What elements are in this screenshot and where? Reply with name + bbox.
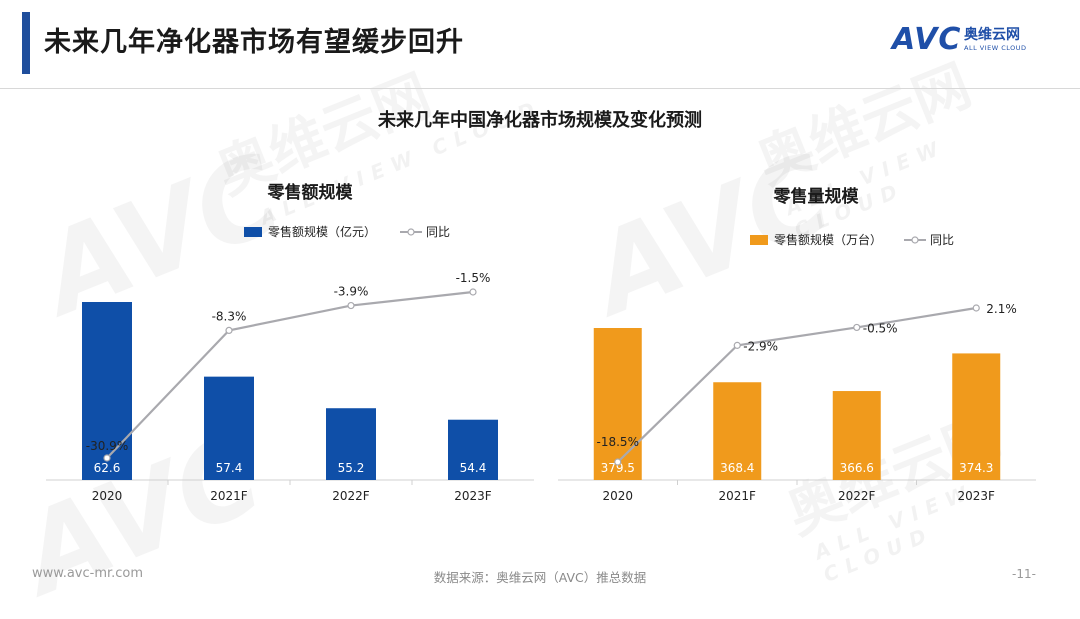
yoy-value-label: -18.5% bbox=[597, 435, 639, 449]
main-chart-title: 未来几年中国净化器市场规模及变化预测 bbox=[378, 110, 702, 131]
yoy-value-label: -3.9% bbox=[334, 285, 369, 299]
yoy-value-label: -8.3% bbox=[212, 309, 247, 323]
bar bbox=[204, 376, 254, 480]
bar bbox=[713, 382, 762, 480]
website-url[interactable]: www.avc-mr.com bbox=[32, 566, 144, 581]
bar-value-label: 379.5 bbox=[601, 461, 635, 475]
bar bbox=[448, 419, 498, 480]
legend-label-bar: 零售额规模（万台） bbox=[774, 232, 882, 247]
x-tick-label: 2022F bbox=[838, 489, 876, 503]
x-tick-label: 2023F bbox=[958, 489, 996, 503]
bar bbox=[832, 391, 881, 480]
chart-title: 零售量规模 bbox=[773, 186, 860, 207]
x-tick-label: 2023F bbox=[454, 489, 492, 503]
bar bbox=[82, 302, 132, 480]
yoy-line bbox=[106, 290, 474, 459]
logo-name-cn: 奥维云网 bbox=[964, 27, 1020, 43]
bar-value-label: 62.6 bbox=[94, 461, 121, 475]
chart-title: 零售额规模 bbox=[267, 182, 354, 203]
header-divider bbox=[0, 88, 1080, 89]
bar-value-label: 54.4 bbox=[460, 461, 487, 475]
yoy-point bbox=[733, 341, 741, 349]
bar-value-label: 374.3 bbox=[959, 461, 993, 475]
logo-name-en: ALL VIEW CLOUD bbox=[964, 44, 1027, 52]
bar bbox=[326, 408, 376, 480]
bar bbox=[593, 328, 642, 480]
page-title: 未来几年净化器市场有望缓步回升 bbox=[44, 27, 464, 58]
avc-logo: AVC 奥维云网 ALL VIEW CLOUD bbox=[892, 22, 1062, 62]
yoy-point bbox=[853, 323, 861, 332]
yoy-line bbox=[616, 306, 977, 463]
yoy-value-label: -2.9% bbox=[743, 339, 778, 353]
bar bbox=[952, 353, 1001, 480]
x-tick-label: 2020 bbox=[602, 489, 633, 503]
x-tick-label: 2021F bbox=[210, 489, 248, 503]
yoy-point bbox=[103, 454, 111, 462]
bar-value-label: 57.4 bbox=[216, 461, 243, 475]
legend-label-line: 同比 bbox=[930, 233, 954, 247]
x-tick-label: 2020 bbox=[92, 489, 123, 503]
legend-swatch-bar bbox=[750, 235, 768, 245]
yoy-value-label: -0.5% bbox=[863, 321, 898, 335]
legend-label-bar: 零售额规模（亿元） bbox=[268, 224, 376, 239]
x-tick-label: 2021F bbox=[719, 489, 757, 503]
yoy-point bbox=[972, 304, 980, 312]
legend-swatch-bar bbox=[244, 227, 262, 237]
yoy-point bbox=[347, 301, 355, 310]
yoy-point bbox=[469, 288, 477, 296]
x-tick-label: 2022F bbox=[332, 489, 370, 503]
logo-brand: AVC bbox=[892, 22, 962, 57]
data-source-note: 数据来源：奥维云网（AVC）推总数据 bbox=[433, 570, 647, 585]
legend-line-marker bbox=[911, 236, 919, 244]
yoy-value-label: 2.1% bbox=[986, 302, 1017, 316]
yoy-point bbox=[225, 326, 233, 334]
page-number: -11- bbox=[1012, 567, 1036, 581]
chart-legend: 零售额规模（万台） 同比 bbox=[750, 232, 954, 247]
bar-value-label: 55.2 bbox=[338, 461, 365, 475]
yoy-value-label: -30.9% bbox=[86, 439, 128, 453]
yoy-point bbox=[614, 458, 622, 466]
bar-value-label: 368.4 bbox=[720, 461, 754, 475]
legend-line-marker bbox=[407, 228, 415, 236]
legend-label-line: 同比 bbox=[426, 225, 450, 239]
yoy-value-label: -1.5% bbox=[456, 271, 491, 285]
chart-legend: 零售额规模（亿元） 同比 bbox=[244, 224, 450, 239]
title-accent-bar bbox=[22, 12, 30, 74]
bar-value-label: 366.6 bbox=[840, 461, 874, 475]
